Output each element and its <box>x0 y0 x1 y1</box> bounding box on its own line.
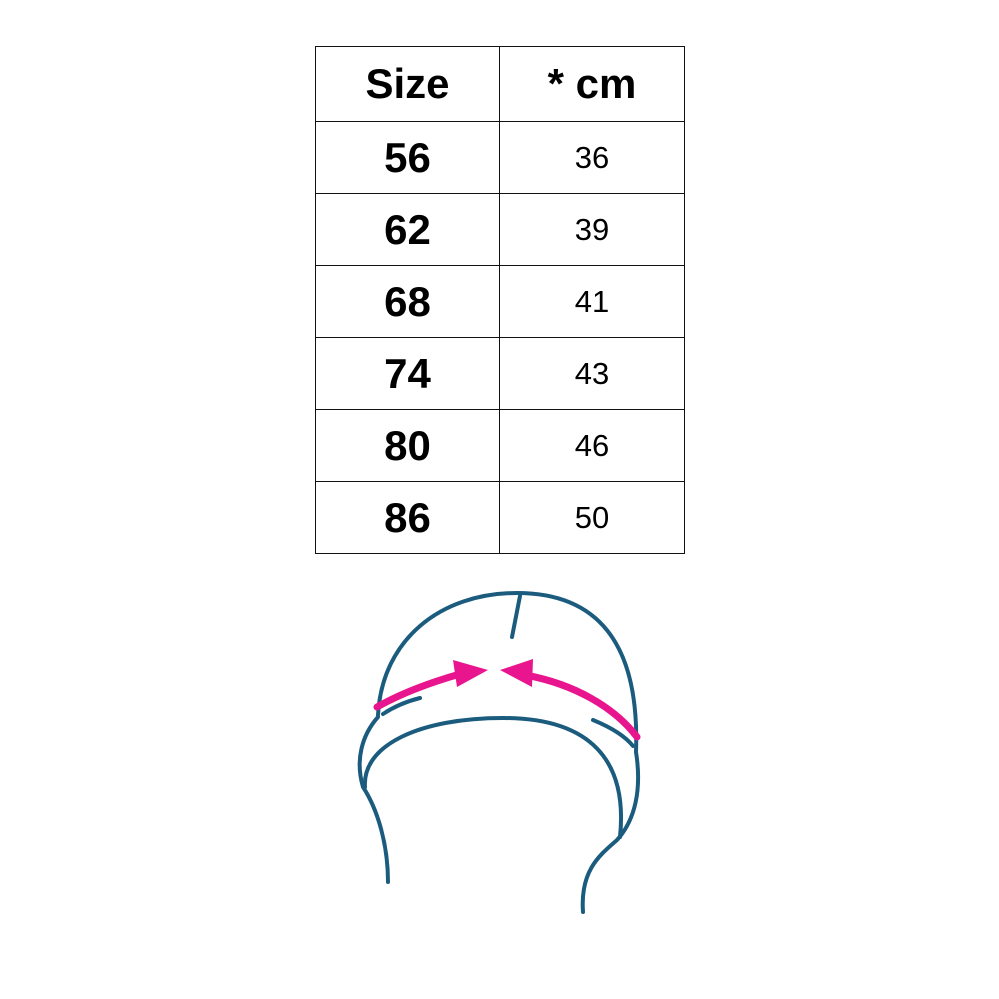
hat-tuft <box>510 594 522 639</box>
size-cell: 56 <box>315 121 500 194</box>
size-cell: 86 <box>315 481 500 554</box>
cm-cell: 43 <box>499 337 685 410</box>
table-row: 86 50 <box>315 481 685 554</box>
arrow-right-shaft <box>521 671 641 741</box>
hat-outline-icon <box>357 590 641 914</box>
crown-fold-right <box>591 718 635 748</box>
brim-outer-right <box>580 750 641 914</box>
brim-inner <box>362 715 623 839</box>
arrow-left-shaft <box>373 670 464 711</box>
table-row: 74 43 <box>315 337 685 410</box>
hat-crown <box>376 590 639 754</box>
cm-cell: 39 <box>499 193 685 266</box>
table-row: 62 39 <box>315 193 685 266</box>
header-cm: * cm <box>499 46 685 122</box>
size-cell: 74 <box>315 337 500 410</box>
brim-outer-left <box>357 715 390 884</box>
crown-fold-left <box>381 696 422 716</box>
cm-cell: 50 <box>499 481 685 554</box>
table-header-row: Size * cm <box>315 46 685 122</box>
header-size: Size <box>315 46 500 122</box>
measurement-arrows <box>373 659 641 741</box>
table-row: 80 46 <box>315 409 685 482</box>
size-cell: 80 <box>315 409 500 482</box>
cm-cell: 41 <box>499 265 685 338</box>
arrow-right-head-icon <box>500 659 533 687</box>
arrow-left-head-icon <box>453 660 488 687</box>
size-chart-table: Size * cm 56 36 62 39 68 41 74 43 80 46 86 50 <box>315 46 685 554</box>
cm-cell: 46 <box>499 409 685 482</box>
